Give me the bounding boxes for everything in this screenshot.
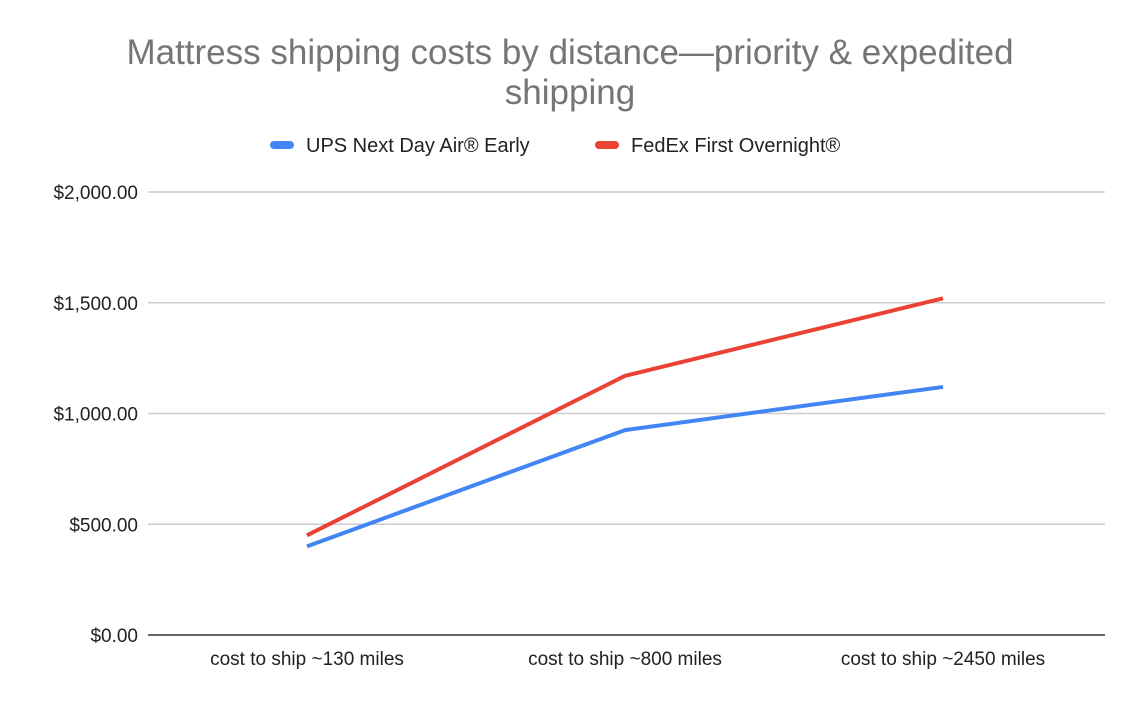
x-tick-label: cost to ship ~2450 miles (841, 649, 1045, 670)
gridlines (148, 191, 1105, 525)
y-tick-label: $1,500.00 (53, 294, 138, 315)
series-lines (306, 296, 944, 549)
chart-title-line-2: shipping (505, 73, 635, 112)
legend: UPS Next Day Air® Early FedEx First Overn… (270, 135, 841, 157)
series-line (306, 384, 944, 549)
chart-title-line-1: Mattress shipping costs by distance—prio… (126, 33, 1013, 72)
legend-swatch (595, 141, 619, 149)
y-tick-label: $1,000.00 (53, 405, 138, 426)
x-tick-label: cost to ship ~800 miles (528, 649, 722, 670)
y-tick-label: $0.00 (90, 626, 138, 647)
y-tick-label: $500.00 (69, 515, 138, 536)
x-axis: cost to ship ~130 miles cost to ship ~800… (148, 634, 1105, 670)
series-line (306, 296, 944, 538)
x-tick-label: cost to ship ~130 miles (210, 649, 404, 670)
legend-swatch (270, 141, 294, 149)
legend-label: FedEx First Overnight® (631, 135, 841, 157)
y-tick-label: $2,000.00 (53, 183, 138, 204)
legend-label: UPS Next Day Air® Early (306, 135, 530, 157)
y-axis: $0.00 $500.00 $1,000.00 $1,500.00 $2,000.00 (53, 183, 138, 647)
